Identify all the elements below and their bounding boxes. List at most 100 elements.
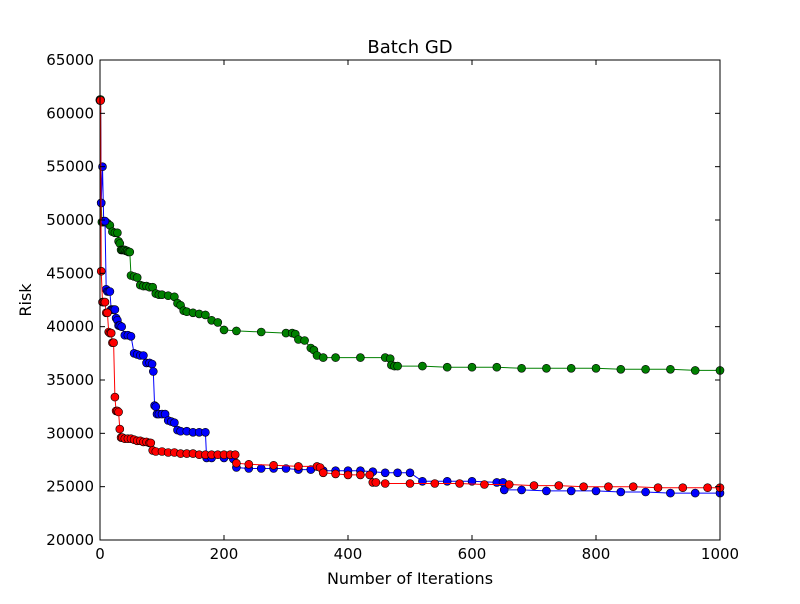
data-point [393,468,402,478]
data-point [418,476,427,486]
y-tick-label: 35000 [46,371,94,389]
data-point [641,487,650,497]
y-axis: 20000 25000 30000 35000 40000 45000 50000 55000… [46,51,720,549]
x-tick-label: 1000 [701,545,739,563]
data-point [529,481,539,490]
data-point [517,485,526,495]
data-point [365,470,375,480]
data-point [442,476,452,486]
data-point [170,418,179,428]
data-point [666,364,675,374]
data-point [110,392,120,402]
data-point [126,331,136,341]
data-point [517,363,526,373]
data-point [492,362,502,372]
data-point [213,318,223,327]
data-point [151,402,161,412]
data-point [480,480,489,489]
data-point [232,326,241,336]
data-point [356,470,365,480]
data-point [281,464,291,473]
data-point [201,427,210,437]
data-point [230,450,240,460]
x-tick-label: 400 [334,545,363,563]
data-point [244,459,254,469]
data-point [653,483,663,493]
data-point [690,366,700,375]
data-point [100,297,110,307]
data-point [380,479,390,488]
x-tick-label: 600 [458,545,487,563]
data-point [115,424,125,434]
data-point [117,322,126,332]
data-point [103,308,112,318]
x-tick-label: 0 [95,545,105,563]
data-point [146,438,156,448]
data-point [125,247,135,257]
data-point [455,479,464,488]
chart-title: Batch GD [367,37,452,58]
data-point [554,481,564,490]
data-point [114,407,123,417]
x-axis: 0 200 400 600 800 1000 [95,60,739,563]
data-point [542,363,551,373]
data-point [105,287,115,296]
data-point [499,485,509,495]
data-point [591,486,601,496]
data-point [467,362,477,372]
y-tick-label: 45000 [46,264,94,282]
data-point [139,351,148,360]
data-point [356,353,365,362]
data-point [331,469,340,479]
data-point [579,482,588,492]
series-2 [95,96,725,493]
data-point [566,486,576,496]
data-point [96,96,105,105]
data-point [113,228,122,238]
series-0 [95,95,725,375]
data-point [666,488,675,498]
data-point [294,462,303,471]
y-tick-label: 60000 [46,104,94,122]
data-point [318,353,328,362]
data-point [256,464,266,473]
data-point [256,327,266,337]
data-point [504,480,514,489]
plot-frame [99,59,721,541]
data-point [219,325,229,335]
data-point [604,482,613,492]
data-point [616,364,626,374]
data-point [405,479,415,488]
data-point [690,488,700,498]
x-tick-label: 200 [210,545,239,563]
data-point [393,361,402,371]
series-layer [95,95,725,498]
data-point [343,470,353,480]
data-point [430,479,440,488]
x-tick-label: 800 [582,545,611,563]
data-point [641,364,650,374]
data-point [418,361,427,371]
data-point [371,478,381,487]
data-point [566,363,576,373]
data-point [442,362,452,372]
y-tick-label: 50000 [46,211,94,229]
data-point [703,483,712,493]
data-point [132,273,142,282]
data-point [380,468,390,478]
data-point [542,486,551,496]
y-tick-label: 30000 [46,424,94,442]
data-point [467,476,477,486]
data-point [106,328,116,338]
data-point [300,336,309,345]
y-tick-label: 25000 [46,478,94,496]
data-point [628,482,638,492]
y-tick-label: 40000 [46,318,94,336]
data-point [109,338,118,348]
data-point [616,487,626,497]
data-point [147,359,157,369]
y-axis-label: Risk [16,283,35,317]
y-tick-label: 55000 [46,158,94,176]
